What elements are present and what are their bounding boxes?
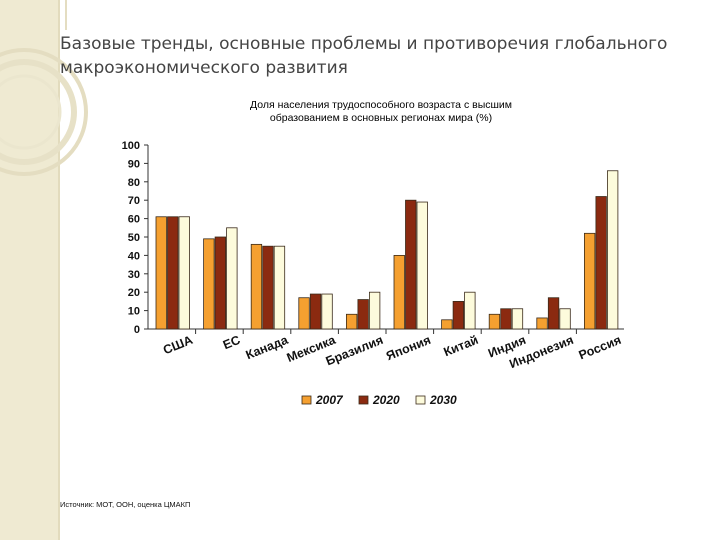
legend-label-2030: 2030 <box>429 393 457 407</box>
y-tick-label: 0 <box>134 324 140 336</box>
bar-2030 <box>226 227 238 330</box>
bar-2007 <box>536 317 548 330</box>
chart-title: Доля населения трудоспособного возраста … <box>190 99 572 125</box>
bar-2020 <box>214 236 227 330</box>
legend-label-2007: 2007 <box>315 393 344 407</box>
slide-title-line-1: Базовые тренды, основные проблемы и прот… <box>60 34 668 54</box>
bar-2020 <box>167 216 179 330</box>
bar-2007 <box>584 232 596 330</box>
chart-title-line-2: образованием в основных регионах мира (%… <box>269 112 493 124</box>
legend-swatch-2020 <box>358 395 369 405</box>
bar-2020 <box>547 297 560 330</box>
bar-2030 <box>321 293 333 330</box>
bar-2007 <box>345 313 358 330</box>
y-tick-label: 60 <box>128 214 140 226</box>
y-tick-label: 70 <box>128 195 140 207</box>
legend-label-2020: 2020 <box>372 393 400 407</box>
bar-2030 <box>368 291 381 330</box>
y-tick-label: 100 <box>122 140 140 152</box>
bar-2020 <box>500 308 512 330</box>
y-tick-label: 90 <box>128 158 140 170</box>
x-category-label: США <box>161 333 195 357</box>
y-tick-label: 40 <box>128 250 140 262</box>
y-tick-label: 50 <box>128 232 140 244</box>
x-category-label: Китай <box>442 333 481 359</box>
bar-2030 <box>559 308 571 330</box>
x-category-label: Россия <box>577 333 623 363</box>
slide-title: Базовые тренды, основные проблемы и прот… <box>60 32 680 80</box>
legend-swatch-2030 <box>415 395 426 405</box>
y-tick-label: 20 <box>128 287 140 299</box>
x-category-label: ЕС <box>221 333 242 352</box>
bar-2020 <box>309 293 322 330</box>
y-tick-label: 30 <box>128 269 140 281</box>
source-note: Источник: МОТ, ООН, оценка ЦМАКП <box>60 500 191 509</box>
legend-swatch-2007 <box>301 395 312 405</box>
bar-2020 <box>262 245 274 330</box>
bar-2007 <box>250 243 263 330</box>
bar-2030 <box>178 216 190 330</box>
slide-title-line-2: макроэкономического развития <box>60 58 348 78</box>
bar-2030 <box>416 201 428 330</box>
bar-2030 <box>273 245 286 330</box>
bar-2007 <box>298 297 310 330</box>
bar-2030 <box>511 308 524 330</box>
bar-2007 <box>441 319 453 330</box>
bar-2007 <box>393 254 405 330</box>
bar-2030 <box>464 291 476 330</box>
bar-2020 <box>357 299 369 330</box>
x-category-label: Япония <box>384 333 433 363</box>
x-category-label: Канада <box>244 332 291 362</box>
bar-2020 <box>452 300 465 330</box>
bar-2030 <box>607 170 619 330</box>
chart-title-line-1: Доля населения трудоспособного возраста … <box>250 99 512 111</box>
y-tick-label: 80 <box>128 177 140 189</box>
bar-2007 <box>488 313 501 330</box>
bar-2020 <box>405 199 417 330</box>
bar-2020 <box>595 196 607 330</box>
bar-2007 <box>155 216 167 330</box>
y-tick-label: 10 <box>128 306 140 318</box>
bar-2007 <box>203 238 215 330</box>
